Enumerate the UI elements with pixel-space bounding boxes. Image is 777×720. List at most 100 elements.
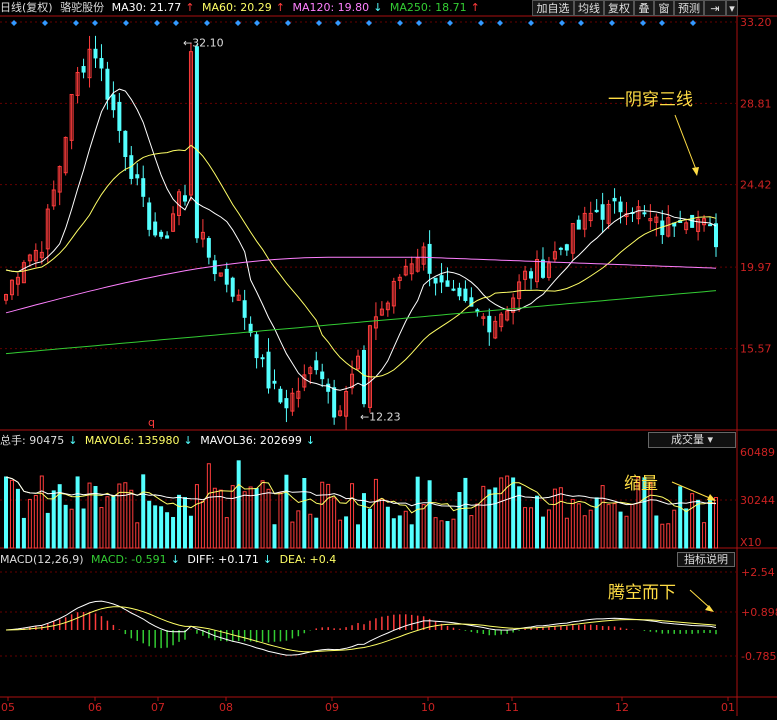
volume-bar	[457, 492, 462, 549]
volume-bar	[171, 516, 176, 549]
overlay-button[interactable]: 叠	[634, 0, 654, 16]
candle-body	[272, 380, 277, 384]
candle-body	[356, 355, 361, 370]
add-watchlist-button[interactable]: 加自选	[532, 0, 574, 16]
candle-body	[600, 204, 605, 220]
volume-bar	[57, 484, 62, 549]
event-diamond	[397, 20, 403, 26]
volume-bar	[39, 475, 44, 549]
candle-body	[702, 218, 707, 226]
macd-header: MACD(12,26,9) MACD: -0.591 ↓ DIFF: +0.171…	[0, 552, 340, 568]
candle-body	[493, 320, 498, 339]
macd-params: MACD(12,26,9)	[0, 553, 84, 566]
volume-bar	[373, 478, 378, 549]
volume-bar	[242, 491, 247, 549]
collapse-icon[interactable]: ⇥	[704, 0, 726, 16]
candle-body	[69, 93, 74, 141]
mavol6-line	[5, 476, 717, 514]
candle-body	[87, 48, 92, 79]
candle-body	[570, 223, 575, 254]
annotation-arrowhead	[707, 494, 716, 501]
diff-line	[5, 600, 717, 656]
candle-body	[182, 195, 187, 202]
volume-bar	[499, 477, 504, 549]
volume-bar	[194, 484, 199, 549]
low-annotation: ←12.23	[360, 411, 401, 424]
candle-body	[302, 374, 307, 388]
candle-body	[153, 221, 158, 236]
indicator-help-button[interactable]: 指标说明	[677, 552, 735, 567]
candle-body	[117, 101, 122, 131]
candle-body	[141, 178, 146, 197]
volume-bar	[248, 486, 253, 549]
volume-bar	[111, 496, 116, 549]
volume-bar	[69, 508, 74, 549]
candle-body	[218, 272, 223, 277]
forecast-button[interactable]: 预测	[674, 0, 704, 16]
event-diamond	[528, 20, 534, 26]
y-tick-label: 28.81	[740, 97, 772, 110]
candle-body	[9, 279, 14, 296]
volume-bar	[397, 515, 402, 549]
candle-body	[284, 398, 289, 409]
annotation-price: 一阴穿三线	[608, 90, 693, 110]
ma-button[interactable]: 均线	[574, 0, 604, 16]
candle-body	[260, 357, 265, 360]
event-diamond	[640, 20, 646, 26]
candle-body	[361, 349, 366, 405]
candle-body	[499, 313, 504, 328]
candle-body	[469, 297, 474, 307]
candle-body	[684, 222, 689, 231]
candle-body	[308, 367, 313, 375]
candle-body	[39, 251, 44, 259]
candle-body	[636, 206, 641, 220]
event-diamond	[335, 20, 341, 26]
down-arrow-icon: ↓	[170, 553, 180, 566]
volume-bar	[141, 474, 146, 549]
volume-bar	[314, 517, 319, 549]
ma60-line	[5, 144, 717, 378]
volume-bar	[224, 517, 229, 549]
indicator-selector[interactable]: 成交量 ▾	[648, 432, 736, 448]
candle-body	[278, 388, 283, 403]
annotation-volume: 缩量	[624, 474, 658, 494]
y-tick-label: 24.42	[740, 179, 772, 192]
y-tick-label: 30244	[740, 494, 775, 507]
event-diamond	[154, 20, 160, 26]
macd-value: MACD: -0.591	[91, 553, 167, 566]
event-diamond	[235, 20, 241, 26]
volume-bar	[21, 517, 26, 549]
chevron-down-icon[interactable]: ▾	[726, 0, 738, 16]
up-arrow-icon: ↑	[185, 1, 195, 14]
volume-bar	[99, 507, 104, 549]
candle-body	[666, 217, 671, 237]
candle-body	[254, 334, 259, 359]
volume-bar	[272, 524, 277, 549]
volume-bar	[15, 488, 20, 549]
volume-bar	[630, 503, 635, 549]
volume-bar	[535, 495, 540, 549]
candle-body	[487, 315, 492, 333]
marker-q: q	[148, 416, 155, 429]
candle-body	[230, 277, 235, 297]
candle-body	[159, 231, 164, 237]
window-button[interactable]: 窗	[654, 0, 674, 16]
event-diamond	[690, 20, 696, 26]
volume-bar	[391, 518, 396, 549]
volume-bar	[409, 524, 414, 549]
mavol36-line	[5, 476, 717, 508]
candle-body	[552, 251, 557, 260]
adjust-button[interactable]: 复权	[604, 0, 634, 16]
volume-bar	[75, 476, 80, 549]
volume-bar	[93, 486, 98, 549]
total-volume: 总手: 90475	[0, 434, 65, 447]
ma30-line	[5, 88, 717, 391]
y-tick-label: +2.54	[741, 566, 775, 579]
candle-body	[481, 316, 486, 319]
x-tick-label: 12	[615, 701, 629, 714]
candle-body	[206, 238, 211, 258]
event-diamond	[659, 20, 665, 26]
candle-body	[558, 247, 563, 250]
up-arrow-icon: ↑	[470, 1, 480, 14]
